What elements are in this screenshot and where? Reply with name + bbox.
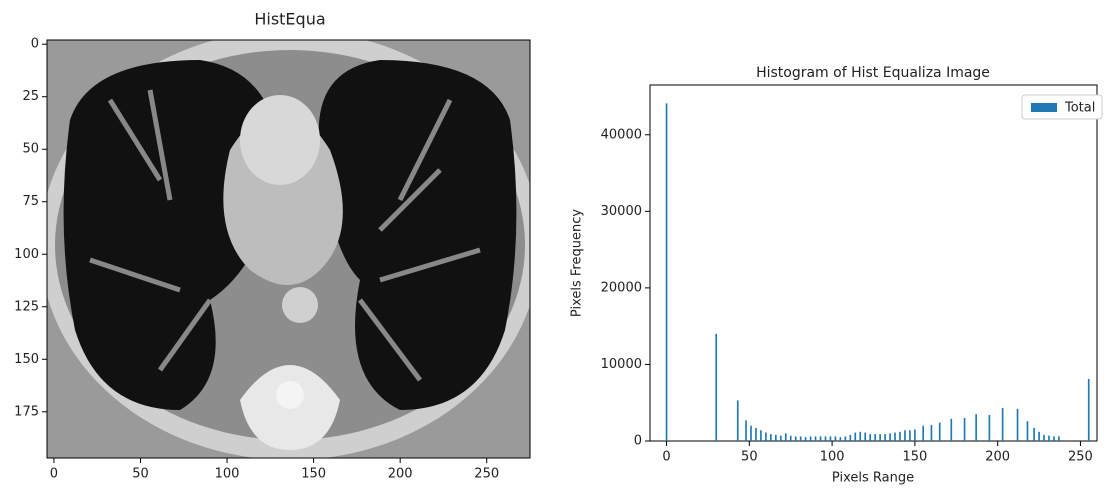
x-tick-label: 150 [902,450,927,465]
x-tick-label: 50 [741,450,758,465]
x-tick-label: 50 [132,467,149,482]
bar [975,414,977,441]
x-tick-label: 200 [985,450,1010,465]
y-tick-label: 100 [14,247,39,262]
hist-title: Histogram of Hist Equaliza Image [756,65,990,81]
bar [844,436,847,441]
bar [904,430,906,441]
bar [755,427,757,441]
bar [784,433,787,441]
bar [854,432,857,441]
bar [824,436,827,441]
bar [914,429,916,441]
bar [1038,431,1040,441]
y-tick-label: 125 [14,299,39,314]
bar [909,430,911,441]
bar [834,436,837,441]
y-tick-label: 175 [14,404,39,419]
bar [930,424,933,441]
bar [794,436,797,441]
bar [745,420,747,441]
x-axis-label: Pixels Range [832,471,914,486]
y-tick-label: 0 [31,37,39,52]
y-tick-label: 0 [634,434,642,449]
legend-swatch [1031,103,1057,112]
bar [770,434,772,441]
bar [1087,378,1090,441]
bar [765,432,767,441]
y-tick-label: 10000 [601,357,642,372]
x-tick-label: 0 [662,450,670,465]
ct-image [47,40,530,458]
bar [750,425,752,441]
bar [736,400,739,441]
bar [988,414,991,441]
bar [779,435,782,441]
y-tick-label: 50 [22,142,39,157]
bar [859,431,862,441]
bar [814,436,817,441]
y-tick-label: 75 [22,194,39,209]
bar [715,333,718,441]
image-title: HistEqua [254,10,325,29]
bar [789,435,792,441]
y-tick-label: 150 [14,352,39,367]
bar [879,434,881,441]
x-tick-label: 100 [215,467,240,482]
y-tick-label: 40000 [601,127,642,142]
x-tick-label: 100 [820,450,845,465]
hist-frame [649,84,1098,442]
bar [809,436,812,441]
bar [899,431,901,441]
bar [869,434,872,441]
bar [963,418,966,441]
y-tick-label: 30000 [601,204,642,219]
legend-label: Total [1064,101,1095,116]
bar [774,434,777,441]
bar [804,437,807,441]
bar [829,436,832,441]
y-tick-label: 20000 [601,280,642,295]
bar [922,425,924,441]
bar [1016,408,1019,441]
bar [889,433,891,441]
bar [864,432,867,441]
bar [950,418,953,441]
bar [1026,421,1029,441]
bar [849,434,852,441]
bar [1048,435,1050,441]
bar [1001,408,1004,441]
bar [1033,427,1035,441]
y-axis-label: Pixels Frequency [570,209,585,317]
x-tick-label: 0 [50,467,58,482]
y-tick-label: 25 [22,89,39,104]
bar [1053,436,1055,441]
bar [894,432,896,441]
x-tick-label: 250 [1068,450,1093,465]
bar [839,437,842,441]
image-frame [46,39,531,459]
bar [819,436,822,441]
legend-box [1021,94,1103,120]
bar [938,422,941,441]
bar [884,434,886,441]
bar [874,434,876,441]
bar [1058,436,1060,441]
x-tick-label: 200 [388,467,413,482]
bar [665,103,668,441]
bar [1043,434,1045,441]
x-tick-label: 150 [301,467,326,482]
bar [760,430,762,441]
x-tick-label: 250 [474,467,499,482]
bar [799,436,802,441]
